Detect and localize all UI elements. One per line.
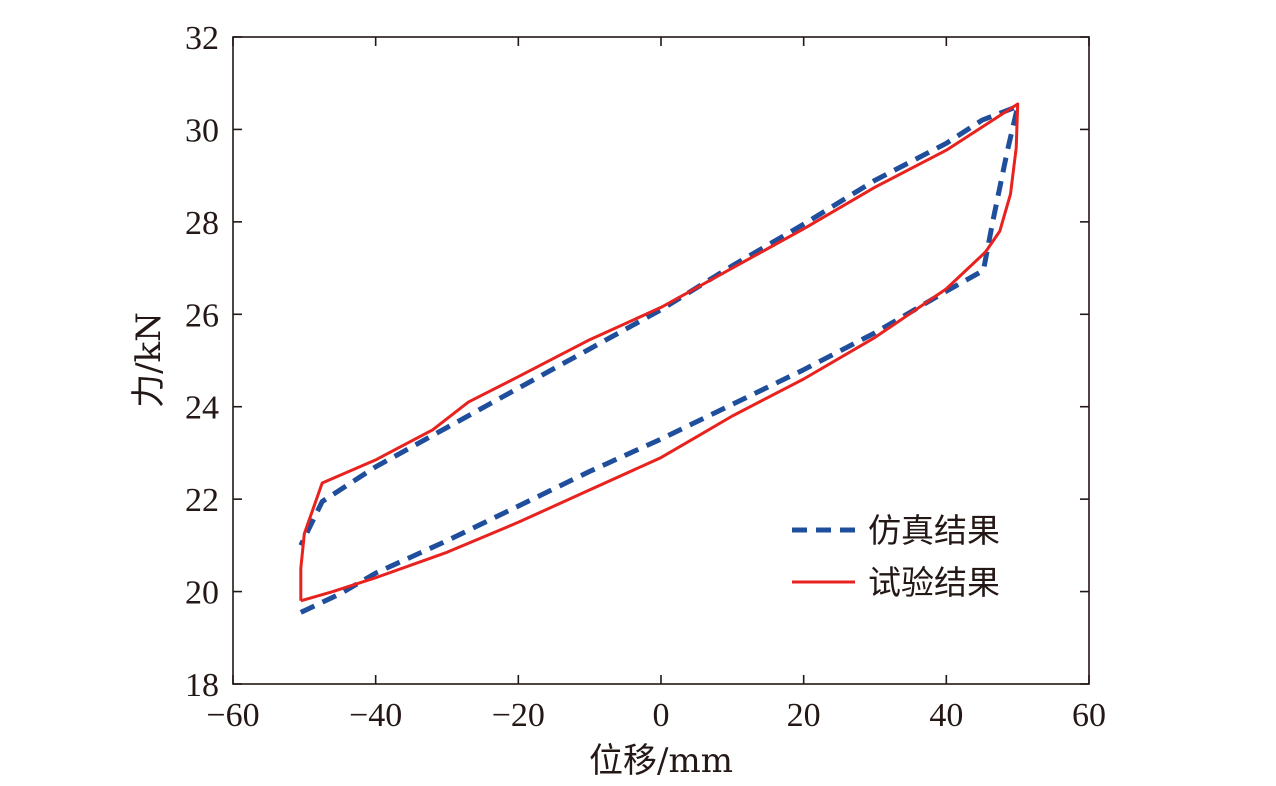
x-tick-label: 40: [929, 697, 963, 734]
series-experiment-line: [299, 102, 1020, 603]
axis-ticks: [232, 36, 1090, 685]
y-tick-label: 24: [185, 390, 219, 427]
legend: 仿真结果 试验结果: [792, 511, 1000, 602]
y-tick-label: 32: [185, 20, 219, 57]
axis-tick-labels: −60 −40 −20 0 20 40 60 18 20 22 24 26 28 30 32: [185, 20, 1106, 734]
x-tick-label: 20: [787, 697, 821, 734]
y-tick-label: 20: [185, 575, 219, 612]
y-tick-label: 22: [185, 482, 219, 519]
x-axis-title: 位移/mm: [589, 741, 733, 781]
y-tick-label: 26: [185, 297, 219, 334]
y-axis-title: 力/kN: [129, 312, 169, 408]
y-tick-label: 18: [185, 667, 219, 704]
x-tick-label: −40: [349, 697, 402, 734]
x-tick-label: −20: [492, 697, 545, 734]
legend-label-simulation: 仿真结果: [868, 511, 1000, 550]
legend-label-experiment: 试验结果: [868, 563, 1000, 602]
x-tick-label: 60: [1072, 697, 1106, 734]
y-tick-label: 28: [185, 205, 219, 242]
series-layer: [298, 102, 1021, 615]
x-tick-label: 0: [653, 697, 670, 734]
y-tick-label: 30: [185, 112, 219, 149]
series-simulation-line: [298, 103, 1021, 615]
x-tick-label: −60: [206, 697, 259, 734]
